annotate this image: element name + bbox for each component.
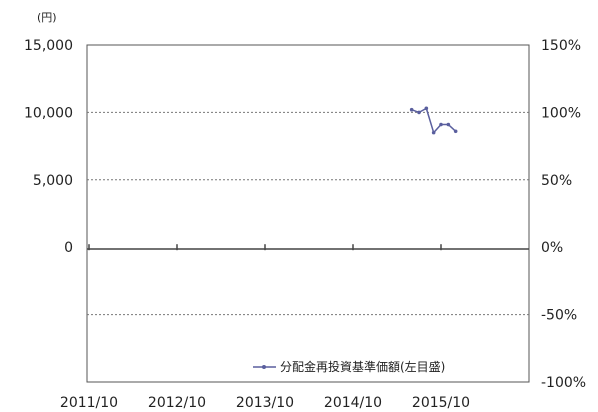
- left-axis-unit: (円): [37, 11, 57, 24]
- left-axis-label: 0: [64, 240, 73, 256]
- x-axis-labels: 2011/10 2012/10 2013/10 2014/10 2015/10: [60, 395, 470, 411]
- right-axis-label: 150%: [541, 38, 581, 54]
- data-point: [453, 129, 458, 134]
- series-group: [409, 106, 458, 135]
- x-axis-label: 2011/10: [60, 395, 118, 411]
- right-axis-label: -50%: [541, 308, 577, 324]
- data-point: [417, 110, 421, 115]
- x-axis-label: 2014/10: [324, 395, 382, 411]
- right-axis-label: 100%: [541, 105, 581, 121]
- legend-marker: [262, 365, 266, 369]
- data-point: [446, 122, 451, 127]
- x-axis-label: 2012/10: [148, 395, 206, 411]
- legend: 分配金再投資基準価額(左目盛): [253, 359, 445, 374]
- data-point: [424, 106, 429, 111]
- left-axis-labels: 15,000 10,000 5,000 0: [24, 38, 73, 256]
- x-axis-label: 2013/10: [236, 395, 294, 411]
- left-axis-label: 15,000: [24, 38, 73, 54]
- right-axis-labels: 150% 100% 50% 0% -50% -100%: [541, 38, 586, 391]
- gridlines: [87, 111, 529, 316]
- legend-label: 分配金再投資基準価額(左目盛): [280, 359, 445, 374]
- right-axis-label: 0%: [541, 240, 563, 256]
- left-axis-label: 10,000: [24, 105, 73, 121]
- left-axis-label: 5,000: [33, 173, 73, 189]
- data-point: [431, 130, 436, 135]
- right-axis-label: 50%: [541, 173, 572, 189]
- data-point: [409, 107, 414, 112]
- plot-frame: [86, 44, 530, 383]
- x-axis-ticks: [88, 244, 442, 251]
- data-point: [439, 122, 443, 127]
- right-axis-label: -100%: [541, 375, 586, 391]
- x-axis-label: 2015/10: [412, 395, 470, 411]
